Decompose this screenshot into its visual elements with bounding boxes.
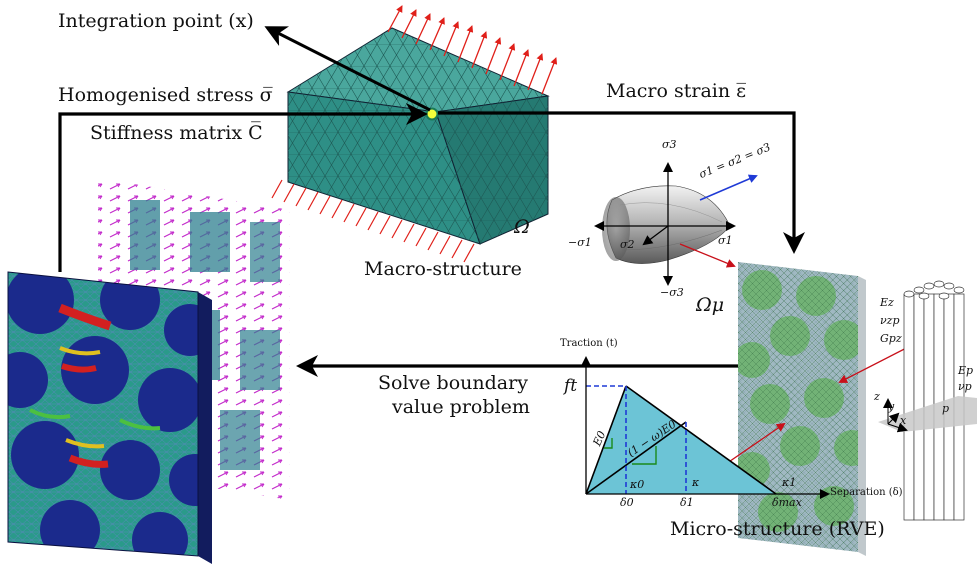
yield-surface [602,185,731,264]
cone-to-rve-arrow [679,243,736,268]
Ez-label: Ez [880,296,894,309]
Gpz-label: Gpz [880,332,902,345]
kappa0-label: κ0 [630,478,645,491]
delta0-label: δ0 [620,496,634,509]
homogenised-stress-label: Homogenised stress σ̅ [58,84,273,106]
fibre-local-axes [883,398,908,433]
Ep-label: Ep [958,364,974,377]
homogenised-stress-arrow [58,103,428,272]
solve-bvp-label-line2: value problem [392,396,530,418]
nuzp-label: νzp [880,314,900,327]
traction-axis-label: Traction (t) [560,338,618,349]
sigma3-top-label: σ3 [662,138,677,151]
macro-structure-label: Macro-structure [364,258,522,280]
sigma1-right-label: σ1 [718,234,733,247]
micro-rve [738,262,866,556]
stress-axes [594,162,736,286]
nup-label: νp [958,380,972,393]
omega-mu-label: Ωμ [696,294,725,316]
rve-damage-contour [7,271,212,564]
macro-strain-label: Macro strain ε̅ [606,80,746,102]
solve-bvp-label-line1: Solve boundary [378,372,528,394]
omega-label: Ω [514,216,530,238]
kappa1-label: κ1 [782,476,797,489]
micro-structure-label: Micro-structure (RVE) [670,518,885,540]
axis-z-label: z [874,390,880,403]
delta1-label: δ1 [680,496,694,509]
fixed-support-hatching [271,179,475,263]
stiffness-matrix-label: Stiffness matrix C̅ [90,122,263,144]
applied-load-arrows [387,5,558,95]
hydrostatic-axis [699,174,758,201]
delta-max-label: δmax [772,496,802,509]
traction-separation-chart [581,356,830,499]
kappa-label: κ [692,476,700,489]
sigma1-left-label: −σ1 [568,236,592,249]
integration-point-label: Integration point (x) [58,10,254,32]
ft-label: ft [564,376,578,396]
macro-strain-arrow [438,111,805,254]
axis-x-label: x [900,414,907,427]
macro-structure-block [286,27,550,245]
traction-softening-region [586,386,776,494]
sigma3-bottom-label: −σ3 [660,286,684,299]
separation-axis-label: Separation (δ) [830,487,903,498]
sigma2-label: σ2 [620,238,635,251]
axis-y-label: y [888,400,895,413]
axis-p-label: p [942,402,950,415]
integration-point-arrow [264,26,431,112]
